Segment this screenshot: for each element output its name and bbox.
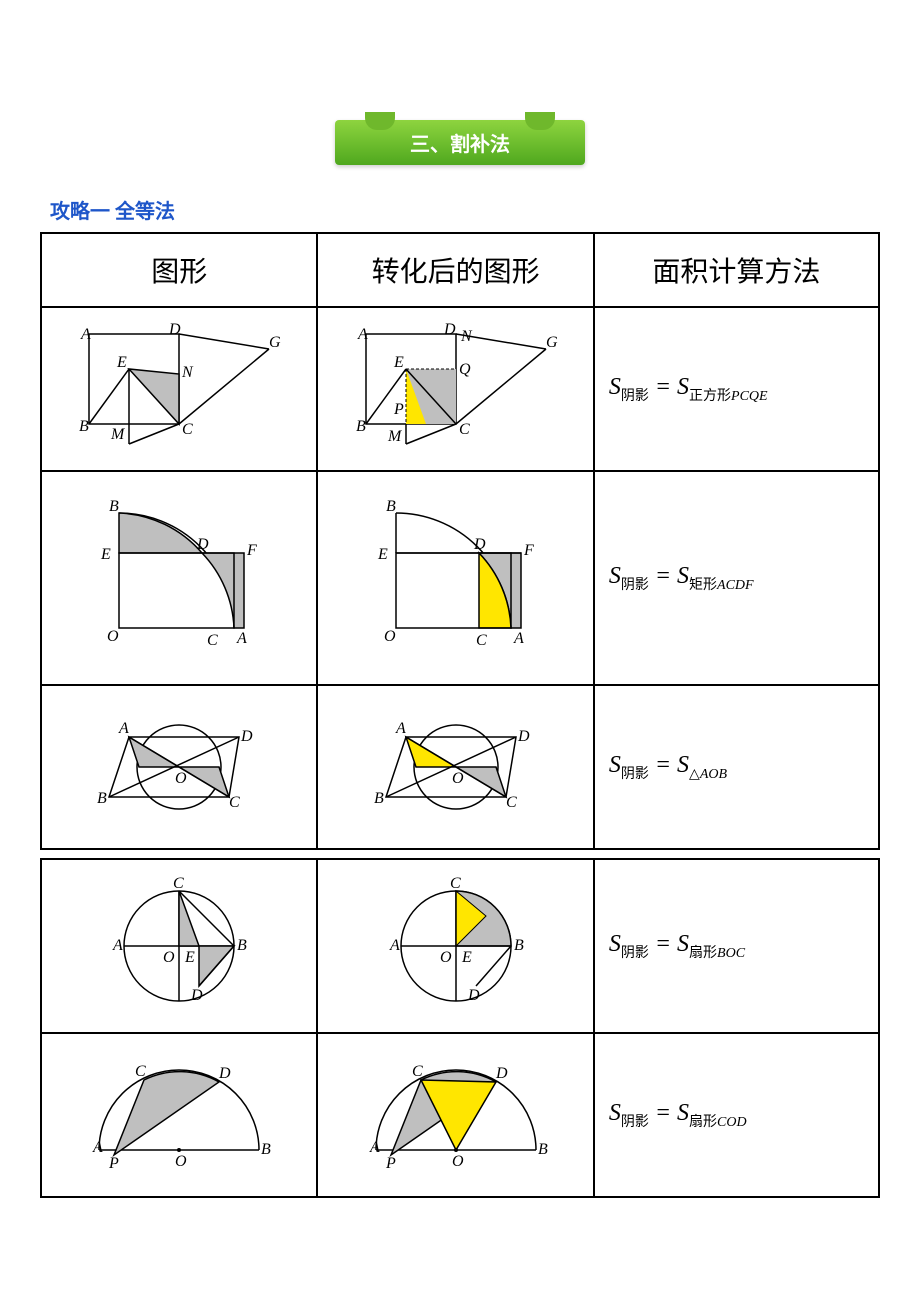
method-table: 图形 转化后的图形 面积计算方法 A D G E N B M C	[40, 232, 880, 850]
figure-original: A B C D P O	[41, 1033, 317, 1197]
formula-cell: S阴影 = S矩形ACDF	[594, 471, 879, 685]
svg-text:G: G	[546, 334, 558, 351]
formula-cell: S阴影 = S扇形COD	[594, 1033, 879, 1197]
header-col1: 图形	[41, 233, 317, 307]
figure-transformed: A D B C O	[317, 685, 593, 849]
svg-text:E: E	[393, 354, 404, 371]
figure-original: A D B C O	[41, 685, 317, 849]
svg-text:C: C	[135, 1063, 146, 1080]
formula-cell: S阴影 = S扇形BOC	[594, 859, 879, 1033]
svg-text:D: D	[467, 987, 480, 1004]
svg-text:B: B	[514, 937, 524, 954]
svg-text:C: C	[182, 421, 193, 438]
svg-text:A: A	[92, 1139, 103, 1156]
method-table-2: AB CD OE AB CD OE S阴影 = S扇形BOC	[40, 858, 880, 1198]
svg-text:F: F	[523, 542, 534, 559]
svg-text:B: B	[374, 790, 384, 807]
svg-text:D: D	[495, 1065, 508, 1082]
svg-text:O: O	[175, 770, 187, 787]
svg-text:C: C	[459, 421, 470, 438]
strategy-title: 攻略一 全等法	[50, 195, 880, 224]
svg-text:A: A	[369, 1139, 380, 1156]
svg-text:O: O	[452, 770, 464, 787]
figure-transformed: B E D F O C A	[317, 471, 593, 685]
svg-text:D: D	[473, 536, 486, 553]
svg-text:E: E	[100, 546, 111, 563]
svg-text:P: P	[393, 401, 404, 418]
svg-text:C: C	[229, 794, 240, 811]
svg-text:B: B	[109, 498, 119, 515]
svg-text:B: B	[97, 790, 107, 807]
figure-original: A D G E N B M C	[41, 307, 317, 471]
svg-text:A: A	[357, 326, 368, 343]
svg-text:E: E	[461, 949, 472, 966]
section-banner: 三、割补法	[335, 120, 585, 165]
figure-original: B E D F O C A	[41, 471, 317, 685]
svg-text:C: C	[207, 632, 218, 649]
formula-cell: S阴影 = S△AOB	[594, 685, 879, 849]
svg-text:A: A	[513, 630, 524, 647]
figure-transformed: A B C D P O	[317, 1033, 593, 1197]
svg-text:O: O	[163, 949, 175, 966]
figure-original: A B C D OE	[41, 859, 317, 1033]
svg-text:D: D	[443, 321, 456, 338]
svg-text:A: A	[236, 630, 247, 647]
svg-text:D: D	[218, 1065, 231, 1082]
svg-text:O: O	[107, 628, 119, 645]
svg-text:O: O	[175, 1153, 187, 1170]
svg-text:B: B	[237, 937, 247, 954]
svg-text:N: N	[181, 364, 194, 381]
svg-text:B: B	[538, 1141, 548, 1158]
svg-text:O: O	[440, 949, 452, 966]
svg-text:D: D	[168, 321, 181, 338]
table-row: A D G E N B M C A D N G E Q	[41, 307, 879, 471]
svg-text:A: A	[80, 326, 91, 343]
svg-text:G: G	[269, 334, 281, 351]
svg-text:D: D	[190, 987, 203, 1004]
svg-text:A: A	[389, 937, 400, 954]
figure-transformed: A B C D OE	[317, 859, 593, 1033]
svg-text:D: D	[517, 728, 530, 745]
svg-text:C: C	[450, 875, 461, 892]
svg-text:A: A	[112, 937, 123, 954]
svg-text:A: A	[395, 720, 406, 737]
svg-text:O: O	[452, 1153, 464, 1170]
header-col2: 转化后的图形	[317, 233, 593, 307]
svg-text:M: M	[387, 428, 403, 445]
svg-text:C: C	[412, 1063, 423, 1080]
table-row: AB CD OE AB CD OE S阴影 = S扇形BOC	[41, 859, 879, 1033]
svg-text:E: E	[116, 354, 127, 371]
table-row: A B C D P O A B C D P O S阴影 = S扇形COD	[41, 1033, 879, 1197]
table-row: A D B C O A D B C O S阴影 = S△AOB	[41, 685, 879, 849]
svg-text:A: A	[118, 720, 129, 737]
svg-text:N: N	[460, 328, 473, 345]
svg-text:E: E	[377, 546, 388, 563]
svg-text:B: B	[261, 1141, 271, 1158]
svg-text:C: C	[173, 875, 184, 892]
svg-text:C: C	[476, 632, 487, 649]
svg-text:E: E	[184, 949, 195, 966]
svg-text:C: C	[506, 794, 517, 811]
svg-text:D: D	[240, 728, 253, 745]
svg-text:P: P	[385, 1155, 396, 1172]
svg-text:O: O	[384, 628, 396, 645]
table-row: B E D F O C A B E D F O C A S阴影 = S矩形ACDF	[41, 471, 879, 685]
svg-text:P: P	[108, 1155, 119, 1172]
figure-transformed: A D N G E Q P B M C	[317, 307, 593, 471]
svg-text:F: F	[246, 542, 257, 559]
svg-text:Q: Q	[459, 361, 471, 378]
formula-cell: S阴影 = S正方形PCQE	[594, 307, 879, 471]
svg-text:B: B	[79, 418, 89, 435]
header-col3: 面积计算方法	[594, 233, 879, 307]
svg-text:B: B	[356, 418, 366, 435]
svg-text:D: D	[196, 536, 209, 553]
svg-text:B: B	[386, 498, 396, 515]
svg-text:M: M	[110, 426, 126, 443]
